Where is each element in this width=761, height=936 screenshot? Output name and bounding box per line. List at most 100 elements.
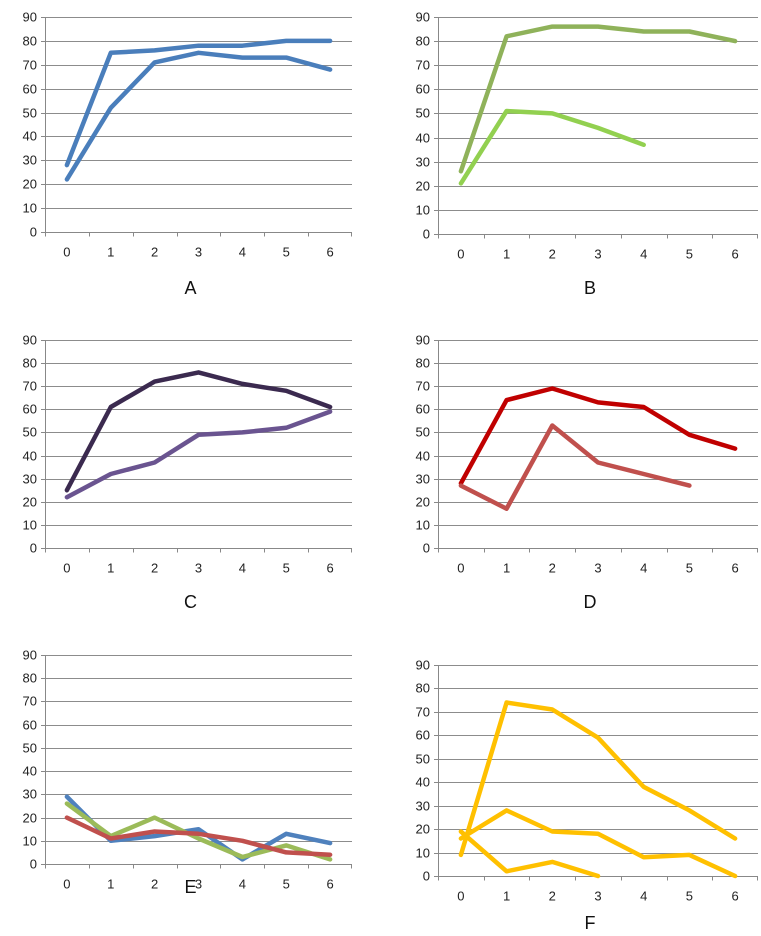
y-tick-label: 50: [416, 106, 430, 121]
series-line-1: [64, 794, 333, 862]
series-line-1: [458, 700, 738, 858]
y-tick-label: 90: [23, 648, 37, 663]
x-tick-label: 2: [549, 889, 556, 904]
x-tick-label: 6: [326, 245, 333, 260]
y-tick-label: 0: [30, 541, 37, 556]
panel-label: B: [584, 278, 596, 298]
x-tick-label: 5: [686, 889, 693, 904]
y-tick-label: 20: [23, 495, 37, 510]
x-tick-label: 4: [640, 247, 647, 262]
y-tick-label: 80: [23, 34, 37, 49]
series-line-1: [458, 24, 738, 174]
x-tick-label: 0: [457, 247, 464, 262]
y-tick-label: 0: [423, 227, 430, 242]
y-tick-label: 10: [23, 201, 37, 216]
y-tick-label: 20: [416, 822, 430, 837]
x-tick-label: 1: [107, 877, 114, 892]
y-tick-label: 20: [416, 179, 430, 194]
series-line-2: [458, 808, 738, 879]
chart-panel-b: 0 10 20 30 40 50 60 70 80 90 0 1 2 3 4 5 6 B: [416, 10, 758, 298]
x-tick-label: 6: [326, 561, 333, 576]
series-line-2: [64, 50, 333, 182]
y-tick-label: 40: [23, 449, 37, 464]
chart-panel-a: 0 10 20 30 40 50 60 70 80 90 0 1 2 3 4 5 6 A: [23, 10, 352, 298]
y-tick-label: 10: [416, 203, 430, 218]
y-tick-label: 0: [423, 869, 430, 884]
y-tick-label: 30: [416, 799, 430, 814]
y-tick-label: 10: [23, 518, 37, 533]
series-line-1: [458, 386, 738, 486]
y-tick-label: 20: [23, 811, 37, 826]
panel-label: C: [184, 592, 197, 612]
x-tick-label: 3: [594, 247, 601, 262]
y-tick-label: 0: [30, 225, 37, 240]
chart-panel-f: 0 10 20 30 40 50 60 70 80 90 0 1 2 3 4 5 6 F: [416, 658, 758, 933]
y-tick-label: 60: [416, 82, 430, 97]
y-tick-label: 60: [416, 728, 430, 743]
x-tick-label: 0: [63, 877, 70, 892]
chart-panel-d: 0 10 20 30 40 50 60 70 80 90 0 1 2 3 4 5 6 D: [416, 333, 758, 612]
x-tick-label: 1: [503, 889, 510, 904]
y-tick-label: 50: [416, 425, 430, 440]
x-tick-label: 3: [195, 561, 202, 576]
y-tick-label: 20: [416, 495, 430, 510]
y-tick-label: 60: [23, 82, 37, 97]
y-tick-label: 70: [23, 379, 37, 394]
y-tick-label: 70: [416, 705, 430, 720]
series-line-2: [64, 409, 333, 500]
y-tick-label: 90: [23, 333, 37, 348]
x-tick-label: 1: [503, 247, 510, 262]
y-tick-label: 50: [416, 752, 430, 767]
x-tick-label: 3: [594, 889, 601, 904]
y-tick-label: 40: [416, 131, 430, 146]
x-tick-label: 4: [640, 889, 647, 904]
y-tick-label: 0: [30, 857, 37, 872]
x-tick-label: 0: [63, 245, 70, 260]
x-tick-label: 3: [195, 877, 202, 892]
y-tick-label: 80: [23, 671, 37, 686]
x-tick-label: 5: [686, 247, 693, 262]
y-tick-label: 10: [416, 518, 430, 533]
x-tick-label: 5: [283, 245, 290, 260]
y-tick-label: 50: [23, 425, 37, 440]
panel-label: D: [584, 592, 597, 612]
y-tick-label: 60: [23, 718, 37, 733]
y-tick-label: 70: [23, 58, 37, 73]
y-tick-label: 70: [416, 379, 430, 394]
y-tick-label: 80: [416, 34, 430, 49]
x-tick-label: 6: [326, 877, 333, 892]
x-tick-label: 2: [151, 245, 158, 260]
x-tick-label: 1: [107, 245, 114, 260]
x-tick-label: 3: [195, 245, 202, 260]
y-tick-label: 80: [23, 356, 37, 371]
y-tick-label: 50: [23, 741, 37, 756]
x-tick-label: 0: [63, 561, 70, 576]
y-tick-label: 70: [416, 58, 430, 73]
y-tick-label: 10: [23, 834, 37, 849]
y-tick-label: 30: [416, 155, 430, 170]
series-line-2: [458, 423, 692, 511]
y-tick-label: 90: [416, 333, 430, 348]
y-tick-label: 90: [416, 658, 430, 673]
panel-label: F: [585, 913, 596, 933]
x-tick-label: 5: [283, 877, 290, 892]
x-tick-label: 6: [732, 889, 739, 904]
y-tick-label: 0: [423, 541, 430, 556]
y-tick-label: 30: [23, 787, 37, 802]
x-tick-label: 2: [151, 877, 158, 892]
y-tick-label: 90: [23, 10, 37, 25]
x-tick-label: 3: [594, 561, 601, 576]
y-tick-label: 20: [23, 177, 37, 192]
y-tick-label: 60: [416, 402, 430, 417]
y-tick-label: 30: [23, 153, 37, 168]
chart-panel-c: 0 10 20 30 40 50 60 70 80 90 0 1 2 3 4 5 6 C: [23, 333, 352, 612]
x-tick-label: 4: [239, 245, 246, 260]
y-tick-label: 40: [416, 449, 430, 464]
series-line-1: [64, 370, 333, 493]
x-tick-label: 2: [151, 561, 158, 576]
series-line-1: [64, 38, 333, 168]
x-tick-label: 5: [283, 561, 290, 576]
y-tick-label: 30: [416, 472, 430, 487]
x-tick-label: 6: [732, 561, 739, 576]
